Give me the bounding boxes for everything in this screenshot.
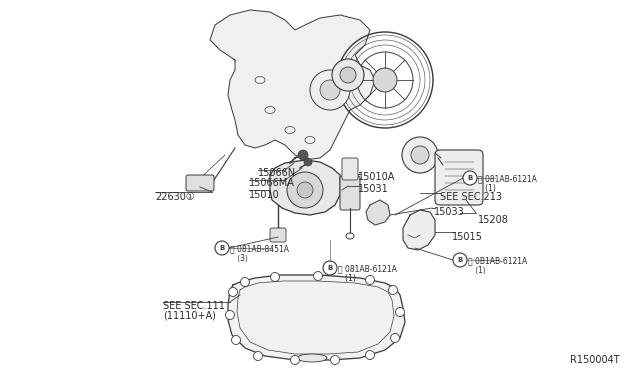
Circle shape <box>402 137 438 173</box>
Circle shape <box>304 158 312 166</box>
FancyBboxPatch shape <box>186 175 214 191</box>
Text: 15031: 15031 <box>358 184 388 194</box>
Text: Ⓑ 0B1AB-6121A
   ⟨1⟩: Ⓑ 0B1AB-6121A ⟨1⟩ <box>468 256 527 275</box>
Ellipse shape <box>346 233 354 239</box>
Circle shape <box>365 276 374 285</box>
Text: R150004T: R150004T <box>570 355 620 365</box>
Circle shape <box>330 356 339 365</box>
Circle shape <box>241 278 250 286</box>
Circle shape <box>411 146 429 164</box>
Text: 15208: 15208 <box>478 215 509 225</box>
Text: 15066N: 15066N <box>258 168 296 178</box>
Circle shape <box>232 336 241 344</box>
Text: Ⓑ 081AB-6121A
   (1): Ⓑ 081AB-6121A (1) <box>478 174 537 193</box>
Text: 15033: 15033 <box>434 207 465 217</box>
Polygon shape <box>270 160 340 215</box>
Circle shape <box>298 150 308 160</box>
Text: SEE SEC.213: SEE SEC.213 <box>440 192 502 202</box>
FancyBboxPatch shape <box>270 228 286 242</box>
Text: 15010A: 15010A <box>358 172 396 182</box>
Circle shape <box>373 68 397 92</box>
Circle shape <box>215 241 229 255</box>
Circle shape <box>291 356 300 365</box>
Circle shape <box>297 182 313 198</box>
Text: Ⓑ 081AB-8451A
   ⟨3⟩: Ⓑ 081AB-8451A ⟨3⟩ <box>230 244 289 263</box>
Polygon shape <box>403 210 435 250</box>
Text: B: B <box>328 265 333 271</box>
Text: 15015: 15015 <box>452 232 483 242</box>
Circle shape <box>228 288 237 296</box>
Text: 22630①: 22630① <box>155 192 195 202</box>
FancyBboxPatch shape <box>342 158 358 180</box>
Polygon shape <box>366 200 390 225</box>
FancyBboxPatch shape <box>340 176 360 210</box>
Circle shape <box>453 253 467 267</box>
Text: B: B <box>220 245 225 251</box>
Circle shape <box>396 308 404 317</box>
Text: 15066MA: 15066MA <box>249 178 295 188</box>
Circle shape <box>320 80 340 100</box>
Ellipse shape <box>297 354 327 362</box>
Polygon shape <box>228 275 405 360</box>
Text: (11110+A): (11110+A) <box>163 311 216 321</box>
Circle shape <box>388 285 397 295</box>
Text: B: B <box>467 175 472 181</box>
Text: SEE SEC.111: SEE SEC.111 <box>163 301 225 311</box>
Circle shape <box>332 59 364 91</box>
Circle shape <box>287 172 323 208</box>
Circle shape <box>323 261 337 275</box>
Circle shape <box>340 67 356 83</box>
Circle shape <box>390 334 399 343</box>
Circle shape <box>271 273 280 282</box>
Text: B: B <box>458 257 463 263</box>
Text: 15010: 15010 <box>249 190 280 200</box>
Circle shape <box>365 350 374 359</box>
Circle shape <box>253 352 262 360</box>
Circle shape <box>463 171 477 185</box>
FancyBboxPatch shape <box>435 150 483 205</box>
Circle shape <box>314 272 323 280</box>
Text: Ⓑ 081AB-6121A
   (1): Ⓑ 081AB-6121A (1) <box>338 264 397 283</box>
Polygon shape <box>210 10 375 160</box>
Circle shape <box>225 311 234 320</box>
Circle shape <box>310 70 350 110</box>
